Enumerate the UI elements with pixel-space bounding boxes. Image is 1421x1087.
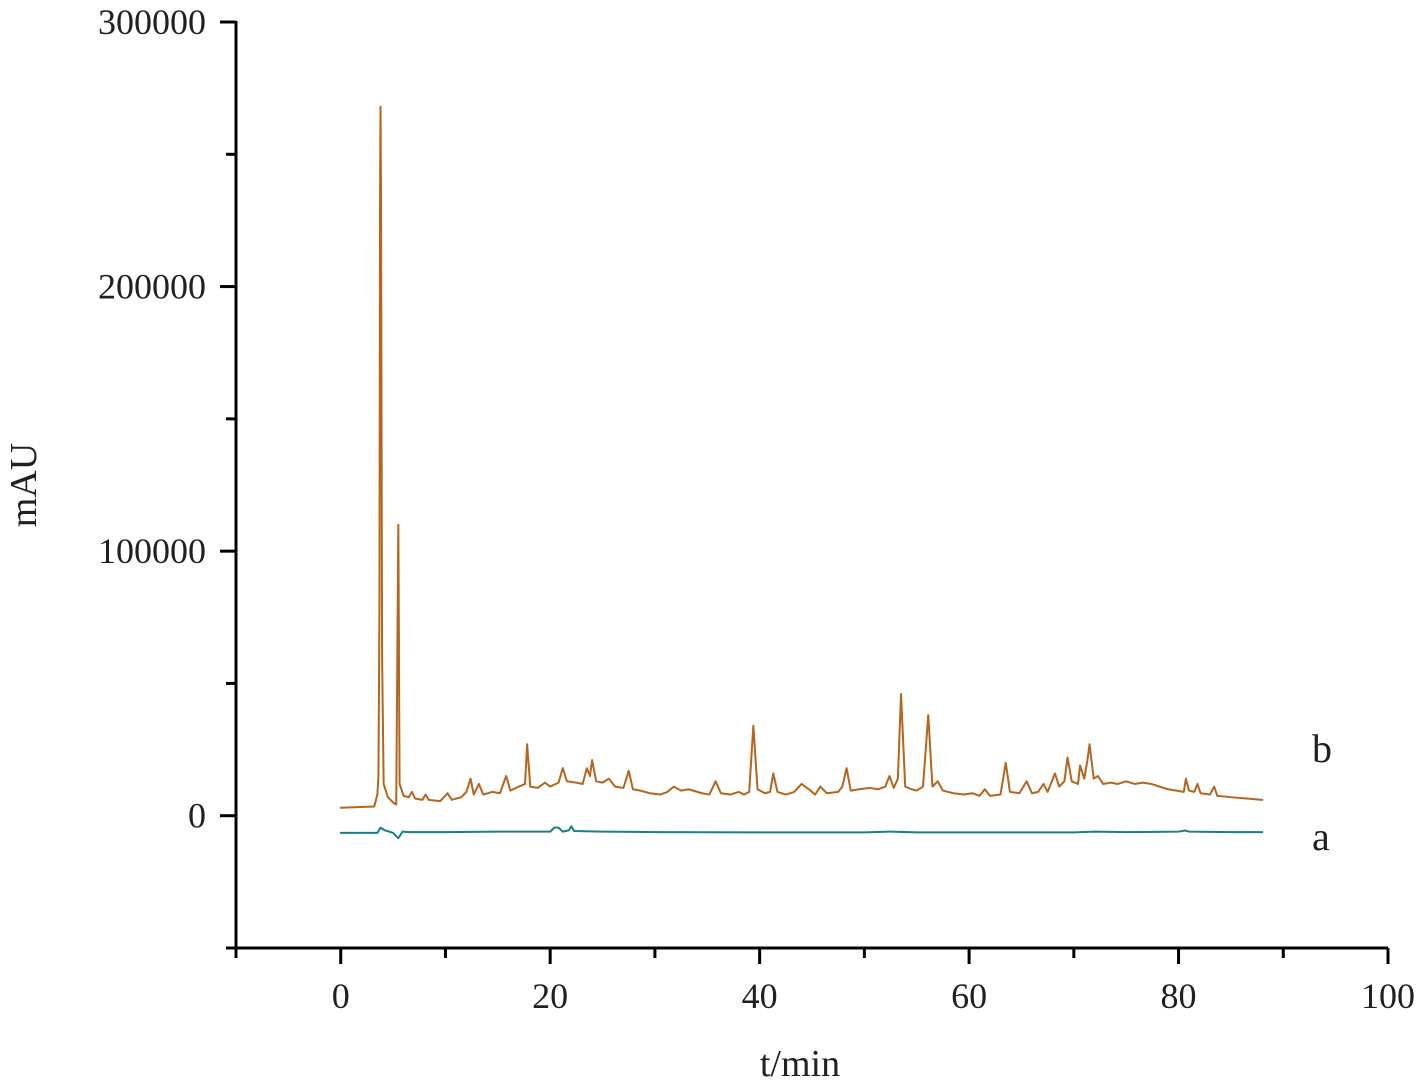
series-a-label: a [1312, 814, 1330, 859]
x-tick-label: 100 [1361, 976, 1415, 1016]
ticks-layer: 0 20 40 60 80 100 0 100000 200000 300000 [98, 2, 1415, 1016]
series-b-label: b [1312, 726, 1332, 771]
axes-layer [234, 21, 1388, 950]
x-axis-title: t/min [760, 1043, 840, 1085]
series-layer [339, 105, 1264, 840]
y-axis-title: mAU [3, 443, 45, 527]
y-tick-label: 200000 [98, 267, 206, 307]
y-tick-label: 300000 [98, 2, 206, 42]
x-tick-label: 20 [532, 976, 568, 1016]
series-a-line [339, 825, 1264, 840]
x-tick-label: 60 [951, 976, 987, 1016]
series-b-line [339, 105, 1264, 809]
x-tick-label: 40 [742, 976, 778, 1016]
x-tick-label: 0 [332, 976, 350, 1016]
series-labels-layer: ba [1312, 726, 1332, 859]
y-tick-label: 0 [188, 796, 206, 836]
y-tick-label: 100000 [98, 531, 206, 571]
x-tick-label: 80 [1161, 976, 1197, 1016]
